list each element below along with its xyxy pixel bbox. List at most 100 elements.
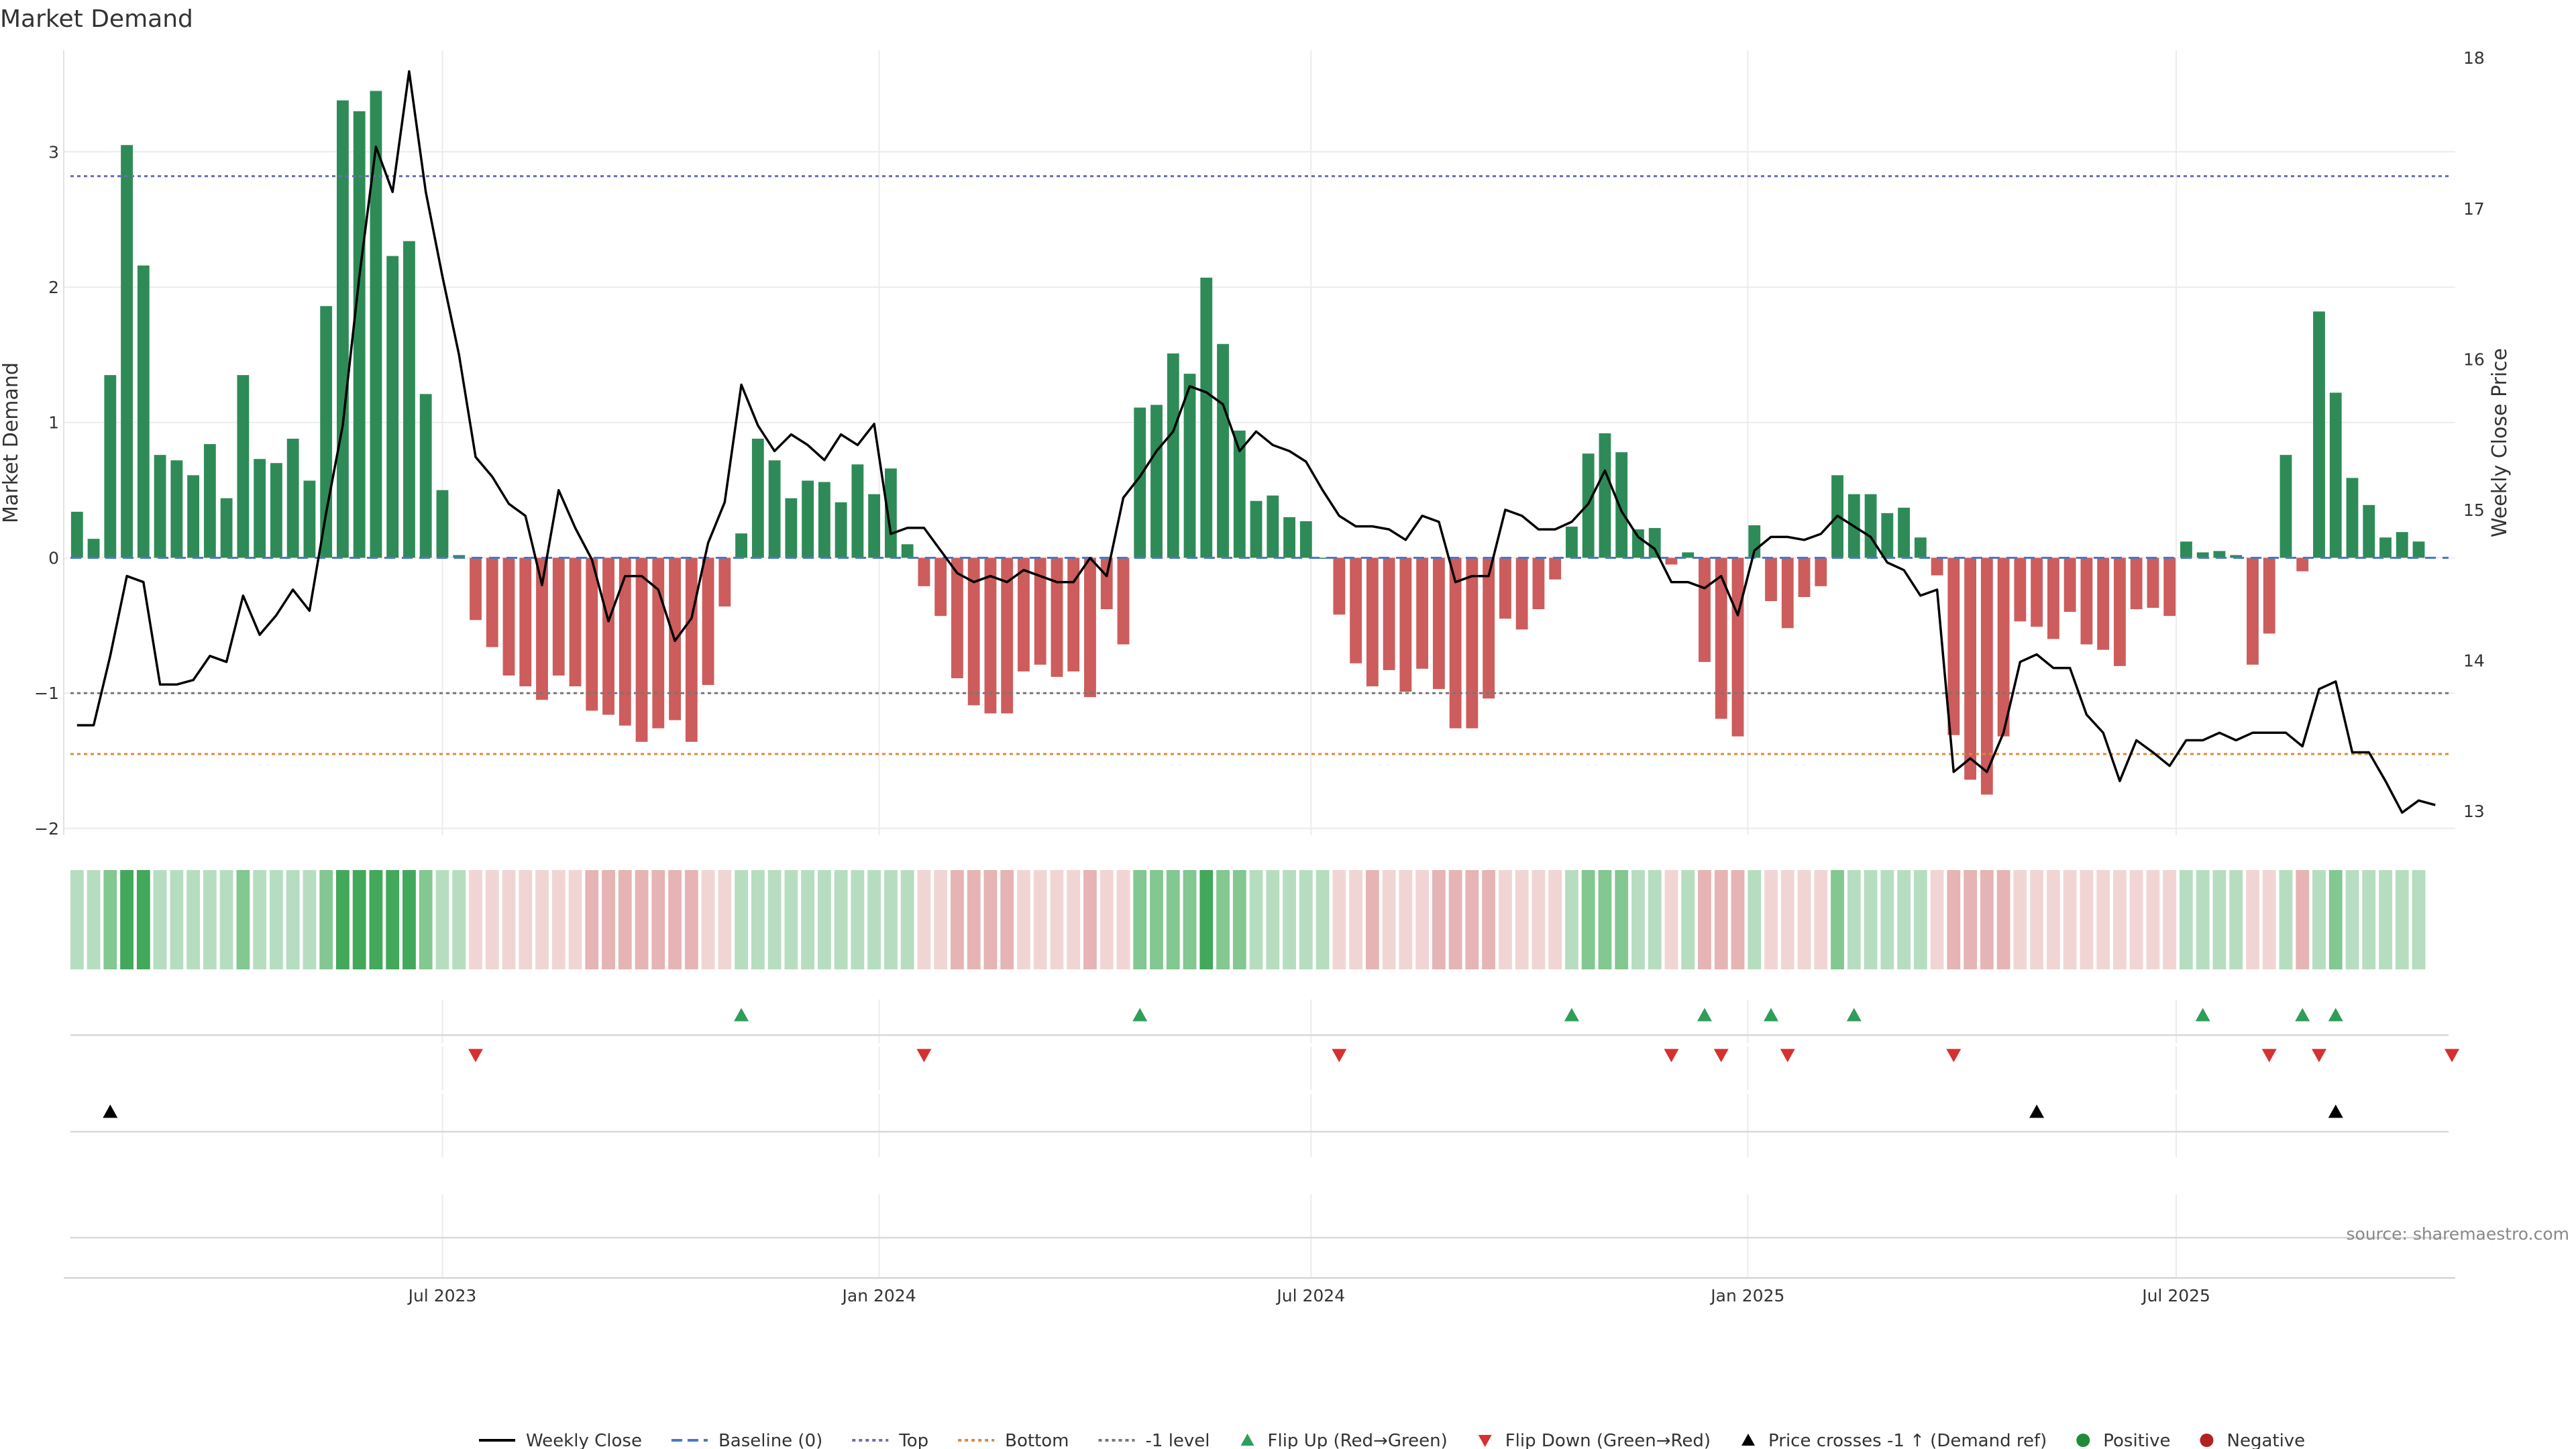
demand-bar-positive [1632, 529, 1644, 558]
heat-cell [253, 870, 267, 969]
demand-bar-negative [2263, 557, 2275, 634]
legend-swatch [2200, 1434, 2214, 1447]
demand-bar-negative [1067, 557, 1080, 672]
y2-tick-label: 16 [2463, 350, 2485, 369]
legend-label: Baseline (0) [718, 1431, 822, 1449]
heat-cell [153, 870, 167, 969]
x-tick-label: Jan 2025 [1709, 1286, 1784, 1305]
demand-bar-negative [1366, 557, 1379, 687]
demand-bar-positive [1299, 521, 1312, 558]
demand-bar-positive [2196, 552, 2209, 558]
heat-cell [951, 870, 964, 969]
legend-item: Baseline (0) [671, 1431, 822, 1449]
demand-bar-negative [2063, 557, 2076, 612]
heat-cell [1814, 870, 1828, 969]
heat-cell [2312, 870, 2326, 969]
flip-up-marker [1132, 1008, 1148, 1022]
demand-bar-negative [1399, 557, 1412, 692]
flip-down-marker [1780, 1049, 1795, 1063]
heat-cell [452, 870, 466, 969]
heat-cell [1880, 870, 1894, 969]
demand-bar-positive [2396, 532, 2408, 558]
demand-bar-positive [286, 438, 299, 558]
reference-lines [70, 175, 2449, 755]
y-tick-label: 3 [48, 142, 59, 162]
heat-cell [718, 870, 732, 969]
demand-bar-negative [1383, 557, 1395, 670]
heat-cell [1232, 870, 1246, 969]
heat-cell [2080, 870, 2094, 969]
heat-cell [1797, 870, 1811, 969]
demand-bar-negative [685, 557, 698, 742]
heat-cell [2345, 870, 2359, 969]
demand-bar-negative [1034, 557, 1046, 665]
demand-bar-positive [1864, 494, 1877, 558]
flip-up-marker [2295, 1008, 2310, 1022]
heat-cell [1199, 870, 1214, 969]
demand-bar-negative [1515, 557, 1528, 630]
heat-cell [834, 870, 848, 969]
heat-cell [2279, 870, 2293, 969]
demand-bar-negative [918, 557, 930, 586]
heat-cell [917, 870, 931, 969]
demand-bar-positive [137, 265, 150, 558]
heat-cell [1099, 870, 1114, 969]
heat-cell [1382, 870, 1396, 969]
demand-bar-negative [984, 557, 997, 714]
demand-bar-negative [1333, 557, 1346, 615]
price-cross-marker [2029, 1104, 2045, 1118]
heat-cell [219, 870, 233, 969]
flip-down-marker [2261, 1049, 2277, 1063]
heat-cell [2262, 870, 2276, 969]
demand-bar-negative [1499, 557, 1511, 619]
heat-cell [1913, 870, 1927, 969]
demand-bar-positive [1150, 405, 1163, 558]
heat-cell [1216, 870, 1230, 969]
heat-cell [735, 870, 748, 969]
y2-tick-label: 18 [2463, 48, 2485, 68]
demand-bar-positive [353, 111, 366, 558]
x-tick-label: Jul 2023 [407, 1286, 477, 1305]
demand-bar-negative [635, 557, 648, 742]
demand-bar-positive [768, 460, 781, 558]
demand-bar-positive [1183, 374, 1196, 558]
source-note: source: sharemaestro.com [2347, 1224, 2570, 1244]
heat-cell [551, 870, 566, 969]
heat-cell [1017, 870, 1030, 969]
legend-label: Negative [2227, 1431, 2306, 1449]
heat-cell [1316, 870, 1330, 969]
demand-bar-positive [270, 463, 282, 558]
heat-cell [684, 870, 698, 969]
demand-bar-negative [1997, 557, 2010, 737]
demand-bar-positive [851, 464, 864, 558]
demand-bar-positive [2230, 555, 2243, 558]
heat-cell [1714, 870, 1728, 969]
heat-cell [1448, 870, 1462, 969]
demand-bar-positive [170, 460, 183, 558]
heat-cell [2096, 870, 2110, 969]
weekly-close-line [76, 70, 2436, 814]
legend-swatch [1741, 1434, 1756, 1446]
flip-up-marker [2328, 1008, 2343, 1022]
demand-bar-positive [1914, 537, 1927, 558]
demand-bar-positive [1682, 552, 1695, 558]
heat-cell [502, 870, 516, 969]
demand-bar-positive [868, 494, 881, 558]
heat-cell [1780, 870, 1794, 969]
heat-cell [1033, 870, 1047, 969]
heat-cell [2113, 870, 2127, 969]
legend-swatch [2076, 1434, 2090, 1447]
demand-bar-negative [1001, 557, 1014, 714]
demand-bar-positive [237, 375, 250, 558]
heat-cell [1897, 870, 1911, 969]
heat-cell [203, 870, 217, 969]
demand-bar-positive [436, 490, 449, 558]
demand-bars [70, 91, 2425, 795]
demand-bar-negative [2147, 557, 2159, 608]
heat-cell [1432, 870, 1446, 969]
demand-bar-negative [2163, 557, 2176, 616]
demand-bar-positive [1566, 527, 1578, 558]
demand-bar-positive [337, 100, 349, 558]
demand-bar-negative [2080, 557, 2093, 645]
